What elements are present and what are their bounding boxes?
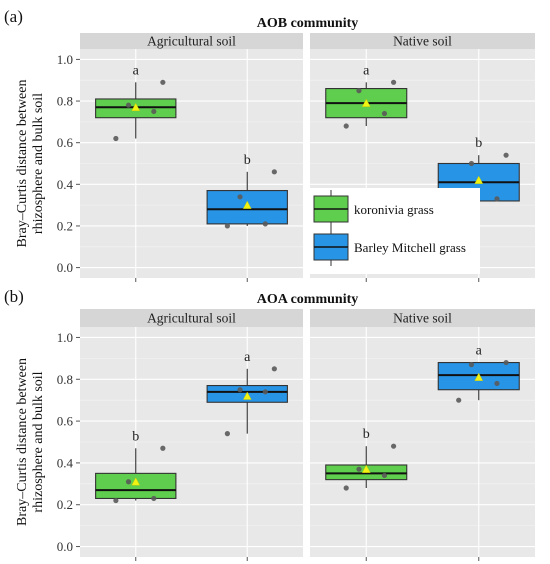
facet-label: Native soil (393, 311, 452, 326)
data-point (356, 88, 362, 94)
y-axis-label: rhizosphere and bulk soil (31, 93, 46, 234)
mean-marker (131, 102, 141, 111)
data-point (390, 443, 397, 449)
significance-letter: a (133, 63, 140, 78)
facet-strip (80, 33, 303, 49)
panel-label: (b) (4, 287, 24, 306)
legend: koronivia grass Barley Mitchell grass (308, 188, 480, 274)
facet-agricultural: Agricultural soil a b (80, 33, 303, 282)
data-point (390, 79, 397, 85)
mean-marker (361, 98, 371, 107)
y-axis-label: Bray–Curtis distance between (15, 80, 30, 248)
significance-letter: b (475, 136, 482, 151)
data-point (151, 108, 157, 115)
y-tick-label: 1.0 (57, 330, 73, 345)
data-point (160, 445, 166, 451)
y-tick-label: 0.8 (57, 94, 73, 109)
facet-agricultural: Agricultural soil b a (80, 309, 303, 561)
mean-marker (361, 464, 371, 473)
y-tick-label: 0.6 (57, 135, 74, 150)
mean-marker (474, 175, 484, 184)
data-point (468, 160, 475, 167)
data-point (494, 196, 500, 202)
data-point (160, 79, 166, 85)
box-barley-mitchell: b (206, 153, 288, 229)
significance-letter: a (244, 350, 251, 365)
data-point (262, 389, 268, 395)
mean-marker (242, 200, 252, 209)
box-barley-mitchell: a (206, 350, 288, 437)
chart-panel-a: (a) AOB community Bray–Curtis distance bet… (4, 7, 535, 282)
y-tick-label: 1.0 (57, 52, 73, 67)
legend-item-barley-mitchell: Barley Mitchell grass (313, 228, 466, 266)
facet-strip (80, 309, 303, 327)
data-point (356, 466, 362, 472)
panel-label: (a) (4, 7, 23, 26)
box-koronivia: b (95, 429, 177, 504)
mean-marker (131, 477, 141, 486)
data-point (224, 223, 230, 229)
data-point (224, 431, 230, 437)
box-koronivia: a (95, 63, 177, 142)
data-point (262, 221, 268, 227)
y-tick-label: 0.0 (57, 260, 73, 275)
facet-native: Native soil b a (310, 309, 535, 561)
data-point (237, 387, 243, 393)
chart-title: AOA community (257, 292, 359, 307)
y-tick-label: 0.6 (57, 414, 74, 429)
data-point (343, 123, 349, 129)
mean-marker (474, 372, 484, 381)
chart-panel-b: (b) AOA community Bray–Curtis distance bet… (4, 287, 535, 561)
facet-label: Agricultural soil (147, 311, 236, 326)
y-tick-label: 0.4 (57, 455, 74, 470)
y-tick-label: 0.2 (57, 497, 73, 512)
legend-item-koronivia: koronivia grass (313, 190, 434, 228)
mean-marker (242, 391, 252, 400)
data-point (271, 366, 277, 372)
y-tick-label: 0.0 (57, 539, 73, 554)
data-point (468, 362, 475, 368)
data-point (271, 169, 277, 175)
significance-letter: b (363, 427, 370, 442)
data-point (113, 497, 119, 504)
legend-label: koronivia grass (354, 202, 434, 217)
data-point (125, 479, 132, 485)
box-koronivia: b (325, 427, 408, 491)
facet-strip (310, 33, 535, 49)
data-point (343, 485, 349, 491)
data-point (151, 495, 157, 502)
data-point (381, 110, 388, 117)
chart-title: AOB community (257, 16, 359, 31)
y-tick-label: 0.8 (57, 372, 73, 387)
y-tick-label: 0.2 (57, 218, 73, 233)
facet-label: Agricultural soil (147, 34, 236, 49)
significance-letter: a (476, 344, 483, 359)
facet-label: Native soil (393, 34, 452, 49)
data-point (456, 397, 462, 403)
significance-letter: a (363, 63, 370, 78)
y-tick-label: 0.4 (57, 177, 74, 192)
data-point (503, 152, 509, 158)
data-point (237, 194, 243, 200)
significance-letter: b (244, 153, 251, 168)
data-point (113, 135, 119, 142)
box-body (95, 472, 177, 500)
legend-label: Barley Mitchell grass (354, 240, 466, 255)
y-axis-label: rhizosphere and bulk soil (31, 371, 46, 512)
data-point (125, 102, 132, 108)
box-koronivia: a (325, 63, 408, 129)
box-barley-mitchell: a (437, 344, 520, 403)
data-point (381, 472, 388, 479)
data-point (494, 380, 500, 387)
significance-letter: b (132, 429, 139, 444)
data-point (503, 359, 509, 366)
y-axis-label: Bray–Curtis distance between (15, 358, 30, 526)
facet-strip (310, 309, 535, 327)
